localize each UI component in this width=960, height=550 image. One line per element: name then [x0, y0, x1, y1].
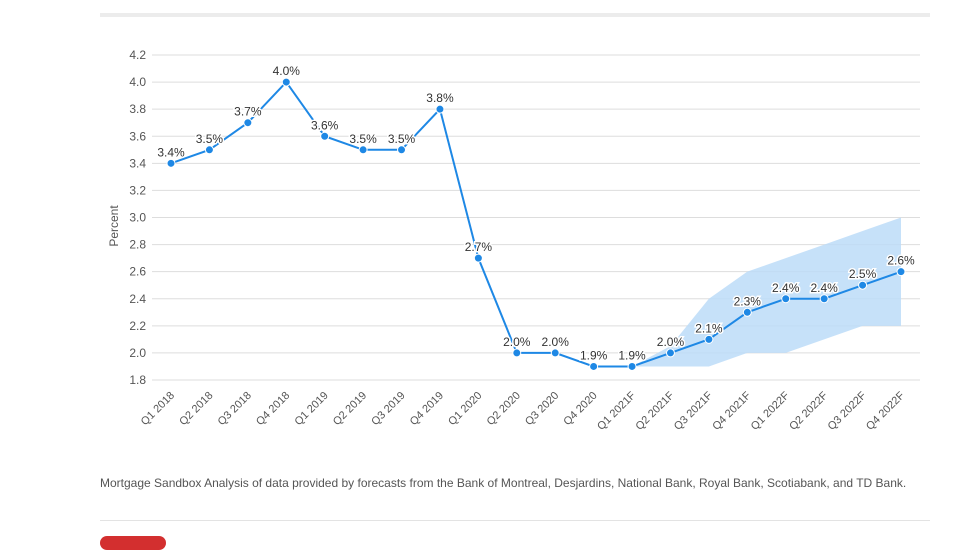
data-label: 2.0%	[657, 335, 685, 349]
x-tick-label: Q2 2018	[177, 390, 215, 428]
data-labels: 3.4% 3.5% 3.7% 4.0% 3.6% 3.5% 3.5% 3.8% 2.7% 2.0%…	[156, 63, 917, 364]
data-label: 3.6%	[311, 118, 339, 132]
x-tick-label: Q3 2018	[216, 390, 254, 428]
data-point	[397, 145, 407, 155]
y-tick-label: 2.0	[129, 346, 146, 360]
y-tick-label: 3.6	[129, 129, 146, 143]
x-tick-label: Q1 2022F	[749, 389, 792, 432]
x-tick-label: Q3 2021F	[672, 389, 715, 432]
y-tick-label: 4.2	[129, 48, 146, 62]
y-axis-label: Percent	[107, 205, 121, 247]
data-label: 2.4%	[772, 281, 800, 295]
data-label: 2.6%	[887, 254, 915, 268]
y-tick-label: 3.2	[129, 183, 146, 197]
data-point	[358, 145, 368, 155]
y-tick-label: 2.4	[129, 292, 146, 306]
source-note: Mortgage Sandbox Analysis of data provid…	[100, 476, 907, 490]
x-tick-label: Q1 2020	[446, 390, 484, 428]
x-tick-label: Q4 2022F	[864, 389, 907, 432]
y-tick-label: 2.2	[129, 319, 146, 333]
data-label: 2.7%	[465, 240, 493, 254]
x-tick-label: Q4 2019	[408, 390, 446, 428]
y-tick-label: 2.8	[129, 238, 146, 252]
line-chart: 4.24.03.83.63.43.23.02.82.62.42.22.01.8 …	[107, 48, 920, 433]
data-label: 2.0%	[542, 335, 570, 349]
x-tick-label: Q1 2019	[292, 390, 330, 428]
x-tick-label: Q4 2021F	[710, 389, 753, 432]
data-point	[704, 334, 714, 344]
y-tick-label: 2.6	[129, 265, 146, 279]
bottom-divider	[100, 520, 930, 521]
data-label: 2.0%	[503, 335, 531, 349]
data-point	[473, 253, 483, 263]
series-polyline	[170, 80, 902, 368]
data-point	[896, 267, 906, 277]
data-label: 1.9%	[618, 348, 646, 362]
data-point	[742, 307, 752, 317]
x-tick-label: Q2 2022F	[787, 389, 830, 432]
series-line	[170, 80, 902, 368]
data-point	[166, 158, 176, 168]
forecast-range-band	[632, 217, 901, 367]
data-point	[819, 294, 829, 304]
data-point	[550, 348, 560, 358]
y-tick-label: 3.4	[129, 156, 146, 170]
data-label: 3.5%	[388, 132, 416, 146]
y-tick-label: 3.8	[129, 102, 146, 116]
x-axis-ticks: Q1 2018 Q2 2018 Q3 2018 Q4 2018 Q1 2019 Q2 20…	[139, 389, 908, 432]
data-label: 1.9%	[580, 348, 608, 362]
data-point	[281, 77, 291, 87]
y-axis-ticks: 4.2 4.0 3.8 3.6 3.4 3.2 3.0 2.8 2.6 2.4 2.2 2.0 1.8	[129, 48, 146, 387]
data-point	[627, 361, 637, 371]
x-tick-label: Q1 2018	[139, 390, 177, 428]
data-label: 2.4%	[810, 281, 838, 295]
x-tick-label: Q3 2019	[369, 390, 407, 428]
x-tick-label: Q4 2018	[254, 390, 292, 428]
data-point	[243, 118, 253, 128]
y-tick-label: 1.8	[129, 373, 146, 387]
top-divider	[100, 13, 930, 17]
data-label: 2.3%	[734, 294, 762, 308]
data-points	[166, 77, 906, 371]
x-tick-label: Q3 2022F	[826, 389, 869, 432]
data-label: 2.5%	[849, 267, 877, 281]
x-tick-label: Q2 2021F	[634, 389, 677, 432]
data-point	[858, 280, 868, 290]
data-point	[781, 294, 791, 304]
data-point	[512, 348, 522, 358]
x-tick-label: Q4 2020	[561, 390, 599, 428]
x-tick-label: Q1 2021F	[595, 389, 638, 432]
data-label: 2.1%	[695, 321, 723, 335]
data-point	[320, 131, 330, 141]
red-tag-button[interactable]	[100, 536, 166, 550]
x-tick-label: Q2 2020	[485, 390, 523, 428]
data-point	[665, 348, 675, 358]
data-point	[204, 145, 214, 155]
data-point	[435, 104, 445, 114]
y-tick-label: 3.0	[129, 211, 146, 225]
data-label: 3.4%	[157, 145, 185, 159]
x-tick-label: Q3 2020	[523, 390, 561, 428]
x-tick-label: Q2 2019	[331, 390, 369, 428]
data-label: 3.8%	[426, 91, 454, 105]
data-label: 3.5%	[349, 132, 377, 146]
data-label: 3.7%	[234, 105, 262, 119]
data-label: 4.0%	[273, 64, 301, 78]
forecast-band	[632, 217, 901, 367]
y-tick-label: 4.0	[129, 75, 146, 89]
data-point	[589, 361, 599, 371]
data-label: 3.5%	[196, 132, 224, 146]
